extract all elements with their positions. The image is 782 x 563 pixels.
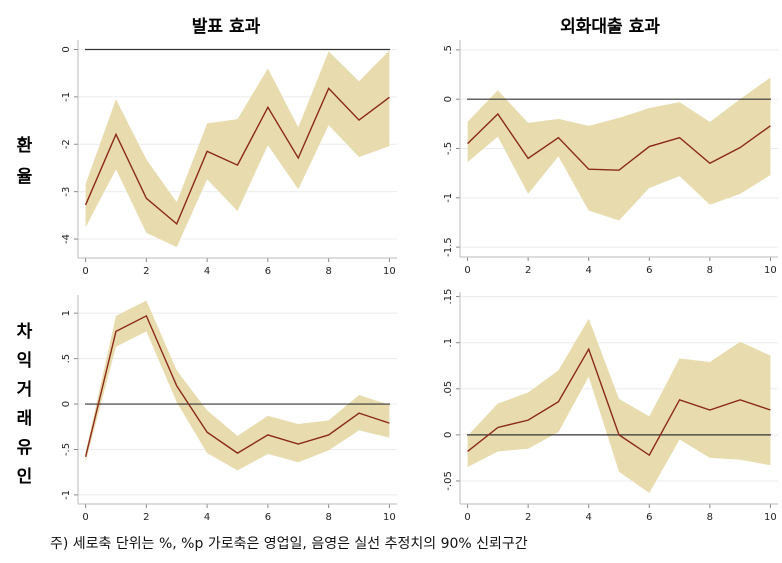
x-tick-label: 10: [383, 512, 396, 523]
x-tick-label: 8: [707, 512, 713, 523]
y-tick-label: .1: [443, 338, 454, 348]
x-tick-label: 10: [764, 512, 777, 523]
x-tick-label: 6: [265, 512, 271, 523]
x-tick-label: 2: [143, 266, 149, 277]
x-tick-label: 6: [646, 512, 652, 523]
x-tick-label: 0: [464, 512, 470, 523]
x-tick-label: 2: [525, 512, 531, 523]
confidence-band: [85, 300, 390, 471]
y-tick-label: .5: [443, 45, 454, 55]
confidence-band: [85, 50, 390, 248]
y-tick-label: -.5: [443, 142, 454, 155]
y-tick-label: -4: [61, 234, 72, 244]
footnote: 주) 세로축 단위는 %, %p 가로축은 영업일, 음영은 실선 추정치의 9…: [50, 536, 528, 552]
estimate-line: [84, 314, 390, 457]
y-tick-label: 1: [61, 310, 72, 316]
y-tick-label: 0: [61, 401, 72, 407]
column-title: 외화대출 효과: [560, 17, 660, 37]
y-tick-label: .5: [61, 354, 72, 364]
y-tick-label: -2: [61, 139, 72, 149]
y-tick-label: -1: [443, 193, 454, 203]
x-tick-label: 2: [143, 512, 149, 523]
y-tick-label: -1.5: [443, 237, 454, 257]
x-tick-label: 4: [586, 512, 592, 523]
x-tick-label: 0: [82, 512, 88, 523]
estimate-line: [84, 87, 390, 226]
y-tick-label: .05: [443, 381, 454, 397]
y-tick-label: 0: [61, 46, 72, 52]
y-tick-label: -.5: [61, 443, 72, 456]
y-tick-label: -1: [61, 92, 72, 102]
x-tick-label: 0: [82, 266, 88, 277]
y-tick-label: .15: [443, 289, 454, 305]
x-tick-label: 10: [764, 265, 777, 276]
x-tick-label: 8: [707, 265, 713, 276]
y-tick-label: -.05: [443, 471, 454, 491]
x-tick-label: 2: [525, 265, 531, 276]
confidence-band: [467, 77, 771, 221]
row-label: 환율: [12, 136, 32, 198]
x-tick-label: 10: [383, 266, 396, 277]
y-tick-label: 0: [443, 432, 454, 438]
x-tick-label: 8: [325, 512, 331, 523]
x-tick-label: 4: [586, 265, 592, 276]
x-tick-label: 8: [325, 266, 331, 277]
x-tick-label: 4: [204, 266, 210, 277]
row-label: 차익거래유인: [12, 322, 32, 496]
x-tick-label: 6: [646, 265, 652, 276]
y-tick-label: -1: [61, 490, 72, 500]
column-title: 발표 효과: [192, 17, 261, 37]
x-tick-label: 6: [265, 266, 271, 277]
estimate-line: [467, 347, 771, 457]
y-tick-label: -3: [61, 187, 72, 197]
x-tick-label: 4: [204, 512, 210, 523]
y-tick-label: 0: [443, 96, 454, 102]
confidence-band: [467, 318, 771, 493]
estimate-line: [467, 112, 771, 171]
x-tick-label: 0: [464, 265, 470, 276]
